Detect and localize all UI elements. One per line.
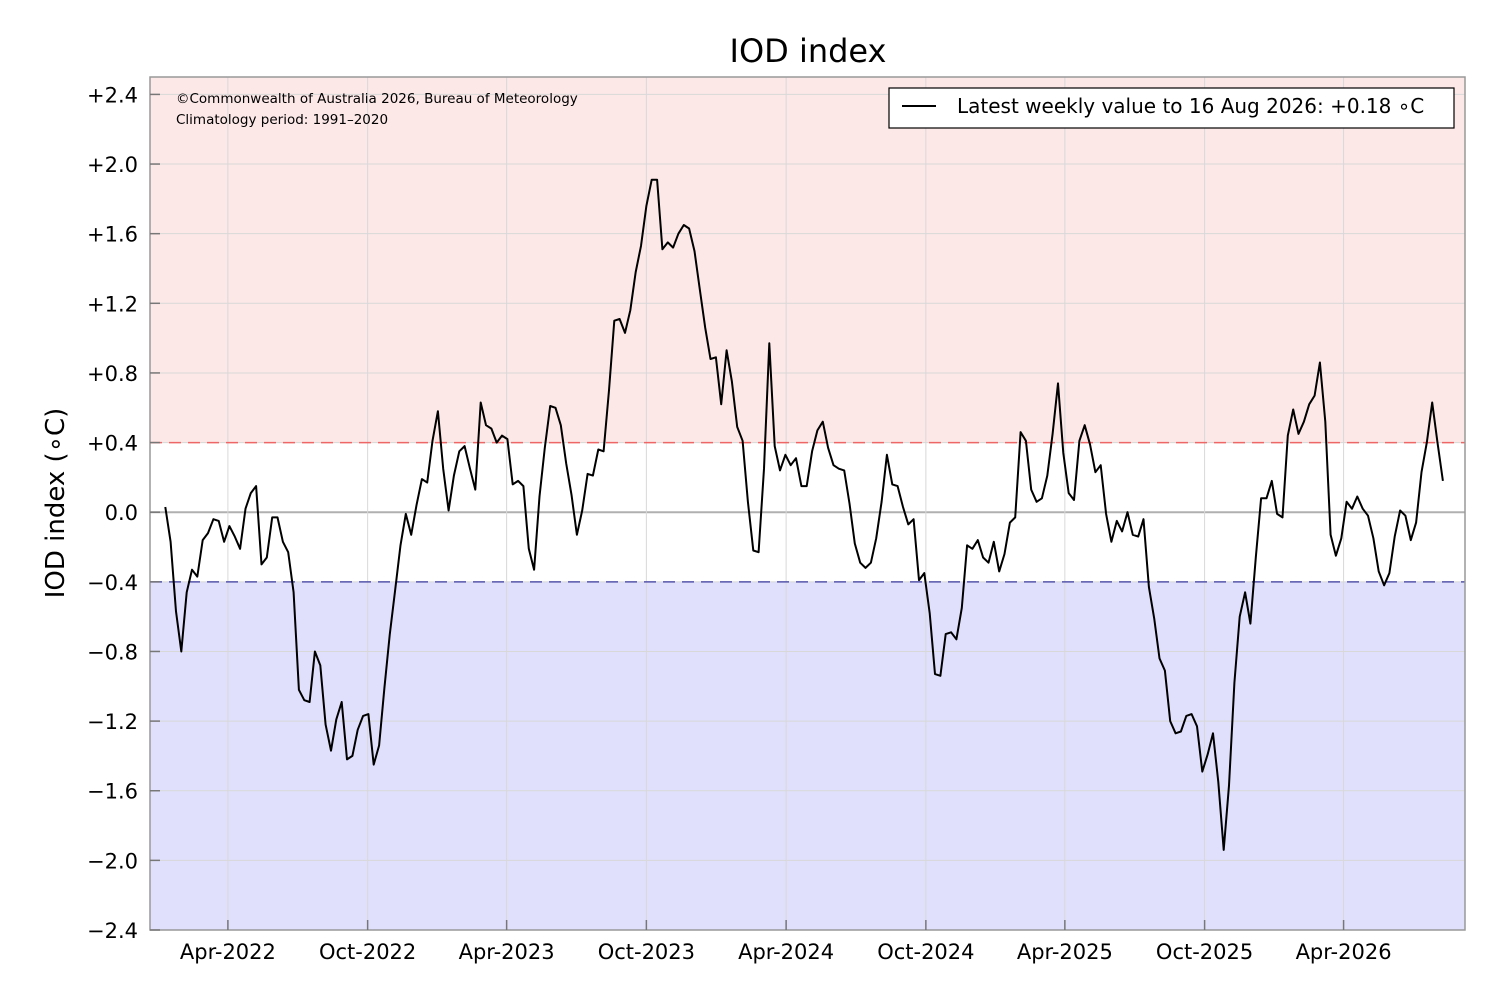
y-tick-label: 0.0 xyxy=(105,501,138,525)
y-tick-label: −2.4 xyxy=(87,919,138,943)
y-tick-label: −0.4 xyxy=(87,571,138,595)
x-tick-label: Oct-2023 xyxy=(598,940,695,964)
axis-ticks: +2.4 +2.0 +1.6 +1.2 +0.8 +0.4 0.0 −0.4 −0.8 −1.2 −… xyxy=(87,83,1392,964)
y-tick-label: +1.6 xyxy=(87,223,138,247)
x-tick-label: Oct-2025 xyxy=(1156,940,1253,964)
y-tick-label: +2.0 xyxy=(87,153,138,177)
y-tick-label: +0.4 xyxy=(87,432,138,456)
y-tick-label: −0.8 xyxy=(87,640,138,664)
background-zones xyxy=(150,77,1465,930)
negative-iod-zone xyxy=(150,581,1465,930)
x-tick-label: Apr-2023 xyxy=(459,940,555,964)
x-tick-label: Apr-2024 xyxy=(738,940,834,964)
threshold-lines xyxy=(150,441,1465,583)
legend-box xyxy=(888,87,1455,129)
legend: Latest weekly value to 16 Aug 2026: +0.1… xyxy=(888,87,1455,129)
copyright-note: ©Commonwealth of Australia 2026, Bureau … xyxy=(176,91,578,107)
series-lines xyxy=(164,178,1444,851)
x-tick-label: Oct-2022 xyxy=(319,940,416,964)
y-tick-label: +1.2 xyxy=(87,292,138,316)
y-tick-label: −2.0 xyxy=(87,849,138,873)
positive-iod-zone xyxy=(150,77,1465,443)
iod-weekly-line xyxy=(164,178,1444,851)
x-tick-label: Oct-2024 xyxy=(877,940,974,964)
plot-frame xyxy=(149,76,1466,931)
x-tick-label: Apr-2022 xyxy=(180,940,276,964)
x-tick-label: Apr-2025 xyxy=(1017,940,1113,964)
y-tick-label: +0.8 xyxy=(87,362,138,386)
y-tick-label: −1.6 xyxy=(87,780,138,804)
x-tick-label: Apr-2026 xyxy=(1296,940,1392,964)
chart-title: IOD index xyxy=(730,32,887,70)
legend-label: Latest weekly value to 16 Aug 2026: +0.1… xyxy=(957,94,1424,118)
y-axis-label: IOD index (∘C) xyxy=(41,408,71,599)
y-tick-label: +2.4 xyxy=(87,83,138,107)
y-tick-label: −1.2 xyxy=(87,710,138,734)
climatology-note: Climatology period: 1991–2020 xyxy=(176,112,388,128)
